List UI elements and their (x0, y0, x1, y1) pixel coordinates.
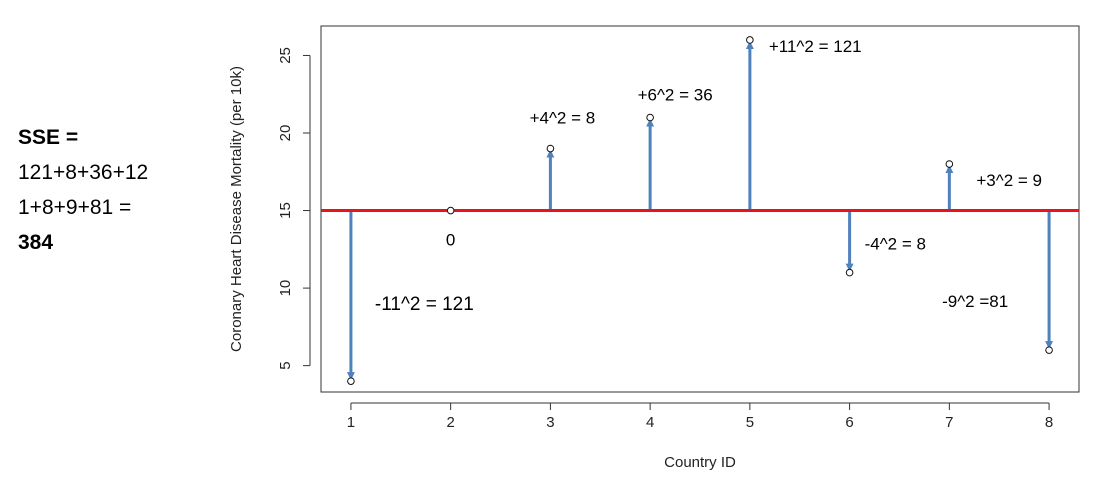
residual-annotation: +4^2 = 8 (530, 109, 596, 128)
x-axis: 1 2 3 4 5 6 7 8 (347, 402, 1053, 431)
residual-arrows (346, 40, 1054, 381)
y-axis: 5 10 15 20 25 (277, 47, 311, 370)
y-tick-label: 15 (277, 202, 294, 219)
residual-annotation: 0 (446, 231, 455, 250)
data-point (646, 113, 654, 122)
x-tick-label: 8 (1045, 414, 1053, 431)
residual-annotation: +3^2 = 9 (976, 171, 1042, 190)
residual-annotation: -9^2 =81 (942, 292, 1008, 311)
sse-total: 384 (18, 231, 54, 254)
x-tick-label: 3 (546, 414, 554, 431)
data-points (347, 36, 1053, 385)
data-point (446, 206, 455, 215)
x-tick-label: 1 (347, 414, 355, 431)
data-point (845, 268, 854, 277)
y-axis-title: Coronary Heart Disease Mortality (per 10… (228, 66, 245, 352)
y-tick-label: 20 (277, 125, 294, 142)
y-tick-label: 10 (277, 280, 294, 297)
data-point (945, 160, 954, 168)
plot-frame (320, 25, 1080, 393)
x-tick-label: 2 (446, 414, 454, 431)
data-point (546, 144, 555, 153)
residual-annotation: +11^2 = 121 (769, 37, 862, 56)
sse-sum-line-1: 121+8+36+12 (18, 161, 149, 184)
residual-annotation: -11^2 = 121 (375, 294, 474, 315)
x-tick-label: 4 (646, 414, 654, 431)
y-tick-label: 5 (277, 361, 294, 369)
sse-heading: SSE = (18, 126, 79, 149)
sse-sum-line-2: 1+8+9+81 = (18, 196, 132, 219)
data-point (347, 377, 355, 385)
y-tick-label: 25 (277, 47, 294, 64)
residual-annotation: -4^2 = 8 (865, 235, 926, 254)
residual-annotations: -11^2 = 121 0 +4^2 = 8 +6^2 = 36 +11^2 = 121… (375, 37, 1042, 315)
x-axis-title: Country ID (664, 454, 736, 471)
x-tick-label: 7 (945, 414, 953, 431)
data-point (746, 36, 754, 44)
x-tick-label: 5 (746, 414, 754, 431)
data-point (1045, 346, 1053, 354)
sse-summary: SSE = 121+8+36+12 1+8+9+81 = 384 (18, 120, 148, 260)
residual-annotation: +6^2 = 36 (638, 86, 713, 105)
x-tick-label: 6 (845, 414, 853, 431)
